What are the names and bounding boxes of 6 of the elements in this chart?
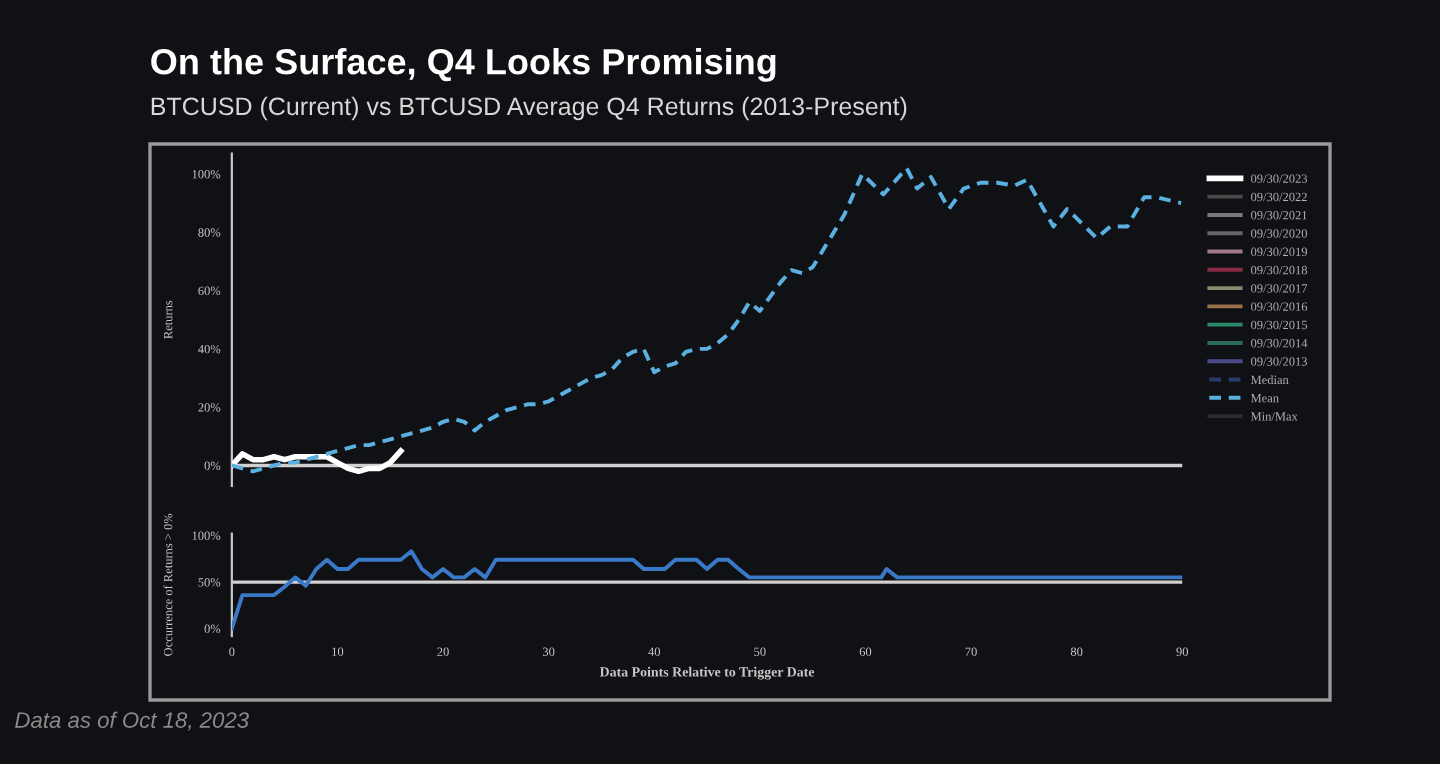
line-series bbox=[231, 166, 1183, 474]
chart-title: On the Surface, Q4 Looks Promising bbox=[151, 48, 776, 82]
line-series bbox=[231, 448, 404, 475]
text: Data as of Oct 18, 2023 bbox=[15, 711, 249, 731]
chart-subtitle: BTCUSD (Current) vs BTCUSD Average Q4 Returns (2013-Present) bbox=[151, 96, 907, 121]
line-series bbox=[231, 549, 1183, 631]
